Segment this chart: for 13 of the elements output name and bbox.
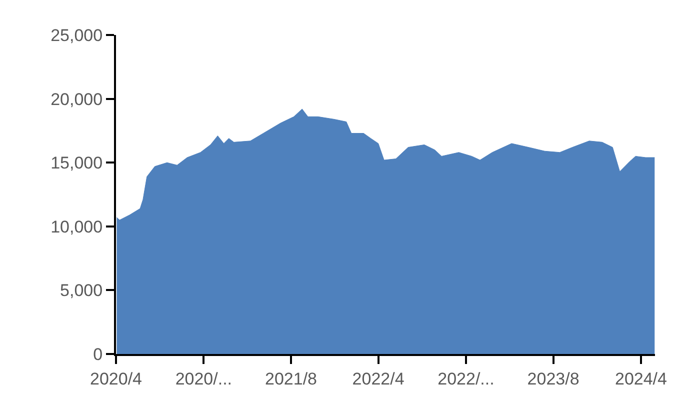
- x-tick-label: 2022/...: [438, 369, 494, 388]
- x-tick-label: 2021/8: [265, 369, 317, 388]
- x-tick-label: 2022/4: [352, 369, 404, 388]
- x-tick-label: 2020/4: [90, 369, 142, 388]
- y-tick-label: 10,000: [50, 217, 103, 236]
- x-tick-label: 2023/8: [527, 369, 580, 388]
- x-tick-label: 2020/...: [175, 369, 232, 388]
- x-tick-label: 2024/4: [614, 369, 667, 388]
- y-tick-label: 5,000: [60, 281, 103, 300]
- y-tick-label: 15,000: [50, 154, 103, 173]
- y-tick-label: 0: [93, 344, 103, 364]
- y-tick-label: 20,000: [50, 90, 103, 109]
- y-tick-label: 25,000: [50, 26, 103, 45]
